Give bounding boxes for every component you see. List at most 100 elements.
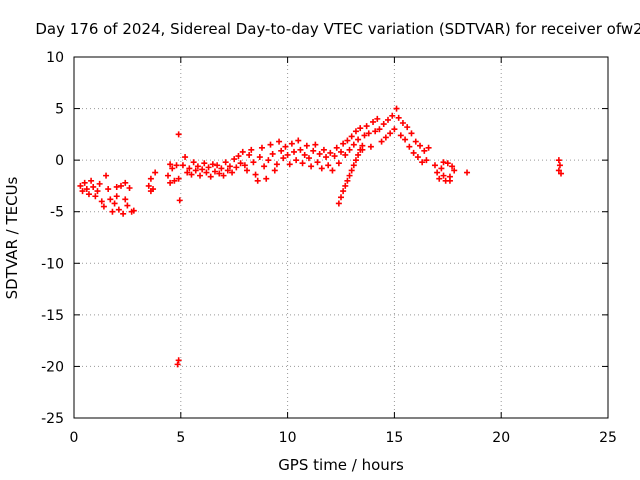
- data-point: [282, 143, 289, 150]
- data-point: [389, 112, 396, 119]
- data-point: [188, 171, 195, 178]
- data-point: [305, 155, 312, 162]
- data-point: [417, 142, 424, 149]
- data-point: [412, 138, 419, 145]
- data-point: [252, 171, 259, 178]
- data-point: [171, 177, 178, 184]
- data-point: [310, 147, 317, 154]
- data-point: [241, 162, 248, 169]
- data-point: [256, 154, 263, 161]
- y-axis-label: SDTVAR / TECUs: [3, 176, 21, 299]
- data-point: [271, 167, 278, 174]
- data-point: [346, 146, 353, 153]
- data-point: [231, 156, 238, 163]
- data-point: [348, 167, 355, 174]
- data-point: [197, 172, 204, 179]
- data-point: [216, 170, 223, 177]
- data-point: [367, 143, 374, 150]
- data-point: [280, 155, 287, 162]
- data-point: [357, 125, 364, 132]
- data-point: [361, 132, 368, 139]
- data-point: [248, 146, 255, 153]
- data-point: [338, 194, 344, 201]
- y-tick-label: 5: [55, 102, 64, 118]
- y-tick-label: 10: [46, 50, 64, 66]
- data-point: [397, 132, 404, 139]
- data-point: [370, 118, 377, 125]
- data-point: [446, 177, 453, 184]
- data-point: [190, 159, 197, 166]
- data-point: [182, 154, 189, 161]
- data-point: [229, 169, 236, 176]
- data-point: [184, 169, 191, 176]
- data-point: [117, 182, 124, 189]
- data-point: [265, 157, 272, 164]
- data-point: [372, 128, 379, 135]
- data-point: [122, 179, 129, 186]
- data-point: [239, 148, 246, 155]
- data-point: [395, 114, 402, 121]
- data-point: [344, 137, 351, 144]
- data-point: [295, 137, 302, 144]
- data-point: [440, 159, 447, 166]
- data-point: [167, 179, 174, 186]
- x-tick-label: 0: [70, 430, 79, 446]
- data-point: [130, 207, 137, 214]
- data-point: [109, 208, 116, 215]
- data-point: [175, 175, 182, 182]
- x-tick-label: 10: [279, 430, 297, 446]
- data-point: [194, 163, 201, 170]
- data-point: [124, 202, 131, 209]
- data-point: [355, 136, 362, 143]
- data-point: [254, 177, 261, 184]
- y-tick-label: 0: [55, 153, 64, 169]
- data-point: [406, 143, 413, 150]
- data-point: [293, 157, 300, 164]
- data-point: [342, 151, 349, 158]
- data-point: [207, 173, 214, 180]
- data-point: [331, 153, 338, 160]
- data-point: [100, 203, 107, 210]
- data-point: [555, 167, 562, 174]
- data-point: [393, 105, 400, 112]
- data-point: [107, 196, 114, 203]
- data-point: [449, 163, 456, 170]
- data-point: [402, 136, 409, 143]
- data-point: [380, 121, 387, 128]
- data-point: [77, 182, 84, 189]
- data-point: [325, 162, 332, 169]
- data-point: [115, 206, 122, 213]
- data-point: [391, 126, 398, 133]
- data-point: [147, 188, 154, 195]
- data-point: [85, 191, 92, 198]
- y-tick-label: -20: [41, 359, 64, 375]
- data-point: [350, 141, 357, 148]
- data-point: [176, 197, 183, 204]
- data-point: [355, 151, 362, 158]
- grid-lines: [74, 57, 608, 418]
- data-point: [348, 133, 355, 140]
- data-point: [363, 123, 370, 130]
- data-point: [174, 361, 181, 368]
- data-point: [263, 175, 270, 182]
- data-point: [291, 148, 298, 155]
- data-point: [224, 167, 231, 174]
- data-point: [556, 162, 563, 169]
- data-point: [384, 116, 391, 123]
- y-tick-label: -5: [50, 205, 64, 221]
- data-point: [333, 144, 340, 151]
- data-point: [301, 151, 308, 158]
- data-point: [244, 167, 251, 174]
- data-point: [318, 165, 325, 172]
- data-point: [103, 172, 110, 179]
- x-tick-label: 5: [176, 430, 185, 446]
- data-point: [284, 151, 291, 158]
- data-point: [464, 169, 471, 176]
- data-point: [98, 198, 105, 205]
- data-point: [327, 149, 334, 156]
- data-point: [169, 165, 176, 172]
- data-point: [436, 175, 443, 182]
- data-point: [96, 180, 103, 187]
- data-point: [83, 186, 90, 193]
- data-point: [312, 141, 319, 148]
